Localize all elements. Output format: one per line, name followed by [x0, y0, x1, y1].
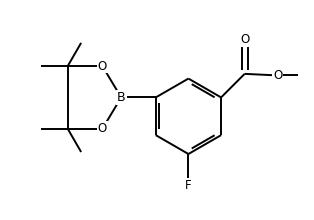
Text: O: O — [273, 69, 282, 82]
Text: O: O — [98, 122, 107, 135]
Text: B: B — [117, 91, 126, 104]
Text: F: F — [185, 179, 192, 192]
Text: O: O — [98, 59, 107, 73]
Text: O: O — [240, 33, 249, 46]
